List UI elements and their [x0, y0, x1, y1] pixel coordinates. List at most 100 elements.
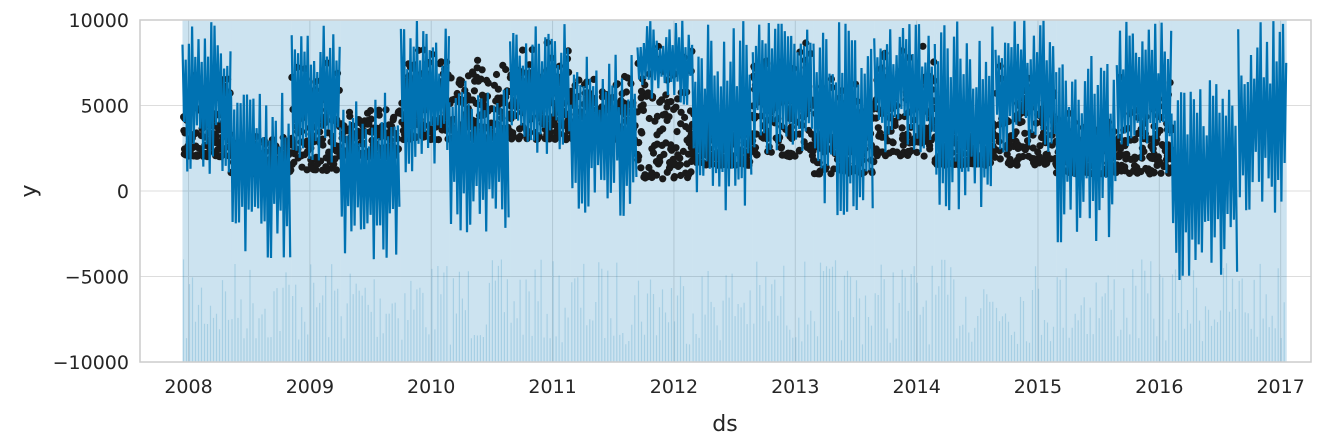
observed-point: [677, 108, 685, 116]
uncertainty-texture: [571, 262, 636, 362]
tick-layer: 2008 2009 2010 2011 2012 2013 2014 2015 2016 2017…: [53, 10, 1305, 398]
uncertainty-texture: [182, 259, 230, 362]
observed-point: [677, 171, 685, 180]
observed-point: [1157, 169, 1165, 177]
observed-point: [889, 139, 897, 147]
forecast-line: [691, 21, 753, 211]
observed-point: [375, 111, 383, 119]
observed-point: [660, 150, 668, 158]
forecast-line: [399, 20, 450, 173]
observed-point: [637, 94, 645, 102]
observed-point: [1130, 161, 1139, 170]
observed-point: [803, 143, 811, 152]
observed-point: [780, 151, 788, 159]
observed-point: [499, 61, 507, 69]
observed-point: [288, 160, 296, 168]
observed-point: [509, 133, 518, 141]
observed-point: [468, 68, 477, 76]
observed-point: [1031, 161, 1039, 169]
observed-point: [649, 149, 658, 157]
observed-point: [483, 76, 491, 84]
uncertainty-texture: [1117, 259, 1170, 362]
observed-point: [1005, 157, 1013, 165]
observed-point: [666, 158, 674, 167]
observed-point: [492, 70, 501, 79]
uncertainty-texture: [340, 273, 399, 362]
observed-point: [437, 58, 445, 66]
observed-point: [653, 112, 662, 120]
y-tick-label: −10000: [53, 352, 129, 374]
observed-point: [930, 58, 938, 66]
observed-point: [1121, 167, 1129, 175]
observed-point: [919, 42, 927, 50]
forecast-line: [229, 91, 292, 259]
observed-point: [438, 126, 446, 134]
observed-point: [665, 113, 673, 121]
x-tick-label: 2017: [1256, 376, 1304, 398]
observed-point: [551, 135, 559, 143]
observed-point: [519, 46, 527, 54]
observed-point: [810, 156, 818, 164]
x-tick-label: 2013: [771, 376, 819, 398]
observed-point: [652, 158, 661, 166]
observed-point: [816, 167, 824, 175]
observed-point: [364, 117, 372, 125]
observed-point: [1003, 150, 1011, 158]
observed-point: [673, 128, 681, 136]
observed-point: [753, 151, 761, 159]
observed-point: [872, 114, 880, 122]
observed-point: [621, 72, 629, 81]
observed-point: [759, 134, 768, 142]
observed-point: [1030, 155, 1038, 163]
observed-point: [656, 98, 664, 106]
observed-point: [637, 87, 646, 95]
observed-point: [308, 165, 316, 173]
observed-point: [681, 113, 689, 122]
observed-point: [670, 174, 678, 182]
observed-point: [827, 170, 835, 178]
observed-point: [1043, 159, 1051, 167]
uncertainty-texture: [935, 259, 994, 362]
observed-point: [904, 147, 912, 156]
observed-point: [878, 133, 886, 141]
y-tick-label: 10000: [69, 10, 129, 32]
uncertainty-texture: [292, 264, 339, 362]
observed-point: [996, 155, 1004, 163]
observed-point: [213, 146, 222, 154]
forecast-line: [569, 54, 638, 216]
uncertainty-texture: [753, 261, 812, 362]
observed-point: [667, 145, 675, 153]
observed-point: [1158, 141, 1166, 149]
observed-point: [659, 125, 667, 133]
observed-point: [516, 132, 524, 140]
observed-point: [677, 120, 685, 128]
observed-point: [648, 173, 656, 182]
observed-point: [659, 175, 667, 183]
observed-point: [896, 152, 905, 160]
observed-point: [645, 114, 653, 123]
observed-point: [1127, 155, 1135, 163]
observed-point: [659, 111, 667, 119]
uncertainty-texture: [692, 271, 751, 362]
uncertainty-texture: [401, 266, 448, 362]
forecast-line: [1237, 21, 1288, 213]
forecast-line: [339, 92, 401, 260]
y-tick-label: −5000: [65, 267, 129, 289]
observed-point: [1133, 169, 1141, 177]
observed-point: [639, 106, 648, 114]
observed-point: [874, 124, 882, 132]
observed-point: [345, 108, 354, 116]
x-tick-label: 2015: [1014, 376, 1062, 398]
uncertainty-texture: [874, 264, 933, 362]
uncertainty-texture: [449, 259, 508, 362]
forecast-line: [1115, 21, 1173, 174]
observed-point: [549, 120, 558, 129]
uncertainty-texture: [995, 266, 1055, 362]
uncertainty-texture: [1056, 268, 1115, 362]
observed-point: [996, 147, 1004, 155]
observed-point: [1021, 146, 1029, 154]
observed-point: [913, 148, 921, 156]
x-tick-label: 2016: [1135, 376, 1183, 398]
forecast-line: [509, 24, 571, 154]
